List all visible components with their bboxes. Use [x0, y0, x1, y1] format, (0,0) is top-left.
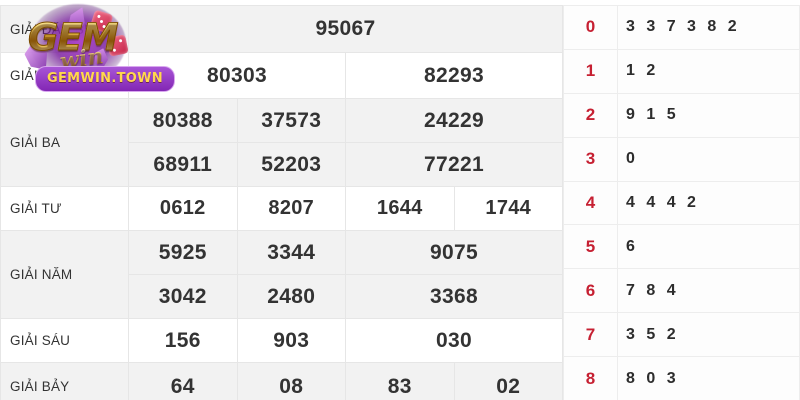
list-item[interactable]: 6 7 8 4 — [563, 268, 800, 314]
loto-key: 6 — [563, 268, 618, 314]
prize-number[interactable]: 82293 — [345, 52, 563, 99]
prize-number[interactable]: 903 — [236, 318, 346, 363]
prize-number[interactable]: 77221 — [345, 142, 563, 187]
table-row: GIẢI BA 80388 37573 24229 — [0, 98, 563, 187]
table-row: GIẢI BẢY 64 08 83 02 — [0, 362, 563, 400]
table-row: 68911 52203 77221 — [1, 142, 563, 187]
prize-number[interactable]: 0612 — [128, 186, 238, 231]
prize-number[interactable]: 8207 — [236, 186, 346, 231]
loto-values: 6 — [617, 224, 800, 270]
prize-label-bay: GIẢI BẢY — [0, 362, 129, 400]
loto-key: 7 — [563, 312, 618, 358]
prize-number[interactable]: 1744 — [453, 186, 563, 231]
prize-number[interactable]: 95067 — [128, 5, 563, 53]
loto-values: 7 8 4 — [617, 268, 800, 314]
prize-number[interactable]: 156 — [128, 318, 238, 363]
list-item[interactable]: 2 9 1 5 — [563, 92, 800, 138]
table-row: GIẢI NHẤT 80303 82293 — [0, 52, 563, 99]
prize-results-table: GIẢI ĐẶC BIỆT 95067 GIẢI NHẤT 80303 8229… — [0, 5, 563, 400]
table-row: GIẢI NĂM 5925 3344 9075 — [0, 230, 563, 319]
loto-values: 8 0 3 — [617, 356, 800, 400]
loto-key: 3 — [563, 136, 618, 182]
table-row: GIẢI SÁU 156 903 030 — [0, 318, 563, 363]
prize-number[interactable]: 3368 — [345, 274, 563, 319]
loto-values: 3 3 7 3 8 2 — [617, 5, 800, 50]
list-item[interactable]: 3 0 — [563, 136, 800, 182]
prize-number[interactable]: 68911 — [128, 142, 238, 187]
list-item[interactable]: 4 4 4 4 2 — [563, 180, 800, 226]
loto-values: 1 2 — [617, 48, 800, 94]
loto-key: 4 — [563, 180, 618, 226]
list-item[interactable]: 7 3 5 2 — [563, 312, 800, 358]
prize-number[interactable]: 3344 — [236, 230, 346, 275]
prize-number[interactable]: 5925 — [128, 230, 238, 275]
loto-key: 2 — [563, 92, 618, 138]
loto-values: 4 4 4 2 — [617, 180, 800, 226]
loto-key: 5 — [563, 224, 618, 270]
list-item[interactable]: 0 3 3 7 3 8 2 — [563, 5, 800, 50]
table-row: 3042 2480 3368 — [1, 274, 563, 319]
prize-number[interactable]: 80388 — [128, 98, 238, 143]
prize-number[interactable]: 83 — [345, 362, 455, 400]
prize-label-ba: GIẢI BA — [0, 98, 129, 187]
prize-number[interactable]: 3042 — [128, 274, 238, 319]
prize-number[interactable]: 1644 — [345, 186, 455, 231]
prize-label-sau: GIẢI SÁU — [0, 318, 129, 363]
prize-label-dac-biet: GIẢI ĐẶC BIỆT — [0, 5, 129, 53]
list-item[interactable]: 1 1 2 — [563, 48, 800, 94]
prize-number[interactable]: 9075 — [345, 230, 563, 275]
prize-number[interactable]: 80303 — [128, 52, 346, 99]
prize-number[interactable]: 24229 — [345, 98, 563, 143]
loto-values: 3 5 2 — [617, 312, 800, 358]
prize-label-nhat: GIẢI NHẤT — [0, 52, 129, 99]
prize-number[interactable]: 030 — [345, 318, 563, 363]
loto-key: 1 — [563, 48, 618, 94]
prize-number[interactable]: 02 — [453, 362, 563, 400]
prize-number[interactable]: 37573 — [236, 98, 346, 143]
prize-label-nam: GIẢI NĂM — [0, 230, 129, 319]
loto-key: 8 — [563, 356, 618, 400]
table-row: GIẢI ĐẶC BIỆT 95067 — [0, 5, 563, 53]
prize-number[interactable]: 08 — [236, 362, 346, 400]
prize-number[interactable]: 2480 — [236, 274, 346, 319]
prize-number[interactable]: 52203 — [236, 142, 346, 187]
loto-summary-panel: 0 3 3 7 3 8 2 1 1 2 2 9 1 5 3 0 4 4 4 4 … — [563, 5, 800, 400]
table-row: GIẢI TƯ 0612 8207 1644 1744 — [0, 186, 563, 231]
list-item[interactable]: 5 6 — [563, 224, 800, 270]
prize-label-tu: GIẢI TƯ — [0, 186, 129, 231]
prize-number[interactable]: 64 — [128, 362, 238, 400]
list-item[interactable]: 8 8 0 3 — [563, 356, 800, 400]
loto-key: 0 — [563, 5, 618, 50]
loto-values: 9 1 5 — [617, 92, 800, 138]
loto-values: 0 — [617, 136, 800, 182]
